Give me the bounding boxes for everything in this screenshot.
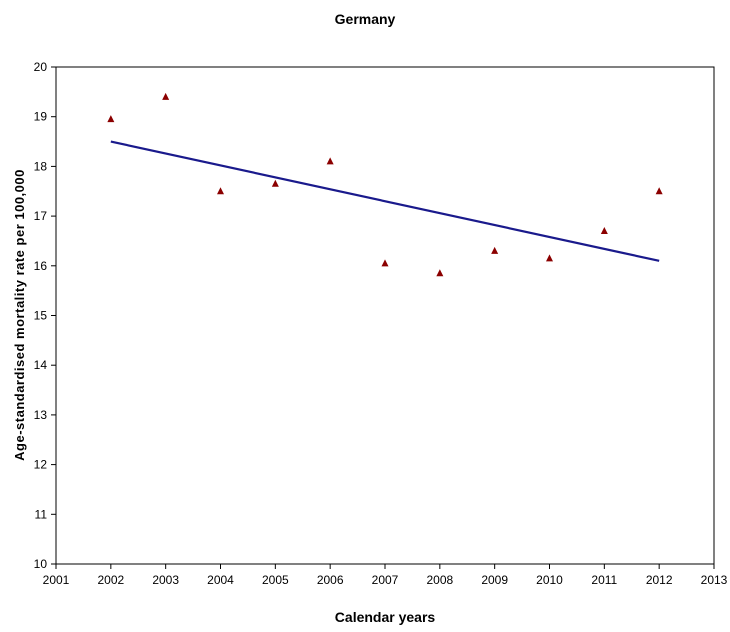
x-tick-label: 2004	[207, 573, 234, 587]
data-point-triangle	[655, 187, 663, 195]
data-points	[107, 92, 663, 277]
y-tick-label: 17	[34, 209, 48, 223]
data-point-triangle	[326, 157, 334, 165]
x-tick-label: 2001	[43, 573, 70, 587]
x-tick-label: 2007	[372, 573, 399, 587]
x-axis-label: Calendar years	[335, 609, 436, 625]
y-tick-label: 13	[34, 408, 48, 422]
y-axis: 10 11 12 13 14 15 16 17 18 19 20	[34, 60, 56, 571]
y-tick-label: 12	[34, 458, 48, 472]
data-point-triangle	[217, 187, 224, 195]
data-point-triangle	[107, 115, 115, 123]
y-tick-label: 16	[34, 259, 48, 273]
y-axis-label: Age-standardised mortality rate per 100,…	[12, 169, 27, 461]
data-point-triangle	[271, 179, 279, 187]
data-point-triangle	[546, 254, 553, 262]
data-point-triangle	[600, 227, 608, 235]
y-tick-label: 14	[34, 358, 48, 372]
x-tick-label: 2009	[481, 573, 508, 587]
y-tick-label: 18	[34, 159, 48, 173]
y-tick-label: 19	[34, 110, 48, 124]
x-axis: 2001 2002 2003 2004 2005 2006 2007 2008 2009 2010…	[43, 564, 728, 587]
data-point-triangle	[381, 259, 389, 267]
data-point-triangle	[436, 269, 444, 277]
y-tick-label: 10	[34, 557, 48, 571]
x-tick-label: 2013	[701, 573, 728, 587]
x-tick-label: 2006	[317, 573, 344, 587]
data-point-triangle	[491, 246, 499, 254]
y-tick-label: 20	[34, 60, 48, 74]
x-tick-label: 2003	[152, 573, 179, 587]
x-tick-label: 2002	[97, 573, 124, 587]
x-tick-label: 2012	[646, 573, 673, 587]
y-tick-label: 11	[35, 507, 48, 521]
plot-area-frame	[55, 66, 715, 565]
data-point-triangle	[162, 92, 170, 100]
x-tick-label: 2005	[262, 573, 289, 587]
x-tick-label: 2011	[591, 573, 617, 587]
x-tick-label: 2010	[536, 573, 563, 587]
trendline-layer	[110, 140, 660, 262]
x-tick-label: 2008	[426, 573, 453, 587]
trend-line	[110, 140, 660, 262]
y-tick-label: 15	[34, 309, 48, 323]
chart-title: Germany	[335, 11, 396, 27]
